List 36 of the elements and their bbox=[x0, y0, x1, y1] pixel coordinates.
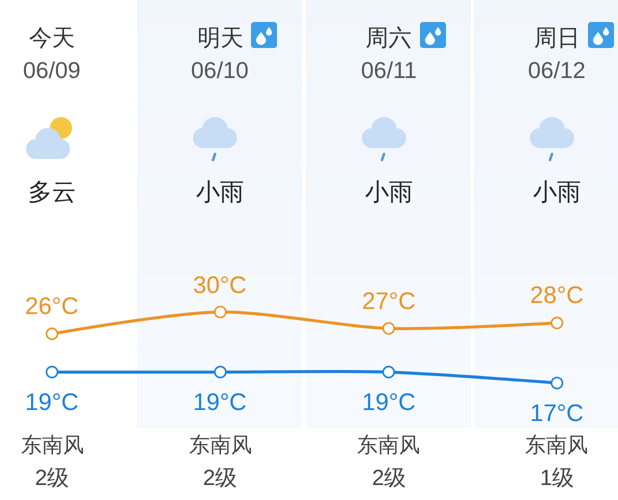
text: 东南风 bbox=[525, 434, 588, 457]
text: 2级 bbox=[203, 465, 238, 490]
text: 东南风 bbox=[21, 434, 84, 457]
point bbox=[46, 328, 58, 340]
data-label: 19°C bbox=[362, 389, 416, 416]
point bbox=[214, 366, 227, 378]
point bbox=[550, 316, 564, 330]
point bbox=[46, 366, 58, 378]
point bbox=[382, 366, 395, 378]
data-label: 28°C bbox=[530, 282, 584, 309]
data-label: 26°C bbox=[25, 293, 79, 320]
text: 小雨 bbox=[533, 179, 581, 206]
text: 06/09 bbox=[23, 57, 81, 83]
text: 小雨 bbox=[196, 179, 244, 206]
x-tick-label: 明天 bbox=[197, 24, 244, 50]
x-tick-label: 周日 bbox=[534, 24, 580, 50]
data-label: 30°C bbox=[193, 272, 247, 299]
text: 06/11 bbox=[361, 57, 417, 83]
x-tick-label: 周六 bbox=[366, 24, 412, 50]
text: 东南风 bbox=[189, 434, 252, 457]
point bbox=[214, 306, 227, 318]
text: 06/12 bbox=[528, 57, 586, 83]
point bbox=[382, 322, 395, 335]
text: 多云 bbox=[28, 179, 76, 206]
x-tick-label: 今天 bbox=[29, 24, 75, 50]
data-label: 19°C bbox=[193, 389, 247, 416]
data-label: 19°C bbox=[25, 389, 79, 416]
text: 06/10 bbox=[191, 57, 249, 83]
text: 小雨 bbox=[365, 179, 413, 206]
text: 1级 bbox=[540, 465, 574, 490]
text: 2级 bbox=[35, 465, 70, 490]
point bbox=[550, 376, 564, 390]
data-label: 17°C bbox=[530, 400, 584, 427]
text: 东南风 bbox=[357, 434, 420, 457]
data-label: 27°C bbox=[362, 288, 416, 315]
text: 2级 bbox=[372, 465, 406, 490]
